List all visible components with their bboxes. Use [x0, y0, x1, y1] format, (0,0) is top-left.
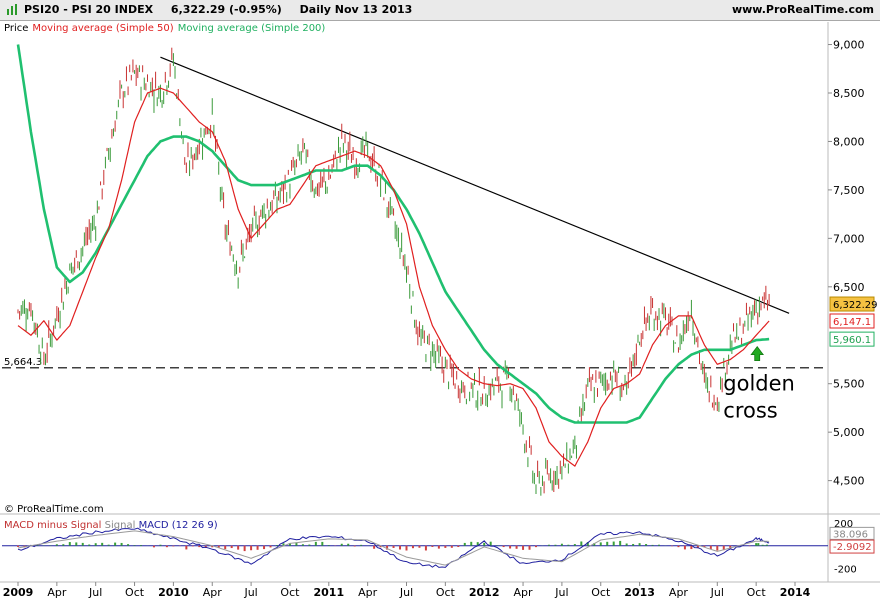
legend-price: Price [4, 23, 29, 34]
x-tick-label: Oct [280, 586, 300, 599]
macd-badge-hist-label: -2.9092 [833, 542, 872, 553]
value-badge-label-1: 6,322.29 [833, 300, 878, 311]
value-badge-3 [829, 331, 875, 347]
annotation-1: golden [723, 371, 795, 395]
chart-header: PSI20 - PSI 20 INDEX 6,322.29 (-0.95%) D… [0, 0, 880, 21]
y-tick-label: 5,000 [833, 426, 865, 439]
value-badge-label-3: 5,960.1 [833, 335, 871, 346]
symbol-label: PSI20 - PSI 20 INDEX [24, 3, 154, 16]
x-tick-label: Oct [125, 586, 145, 599]
x-tick-label: 2014 [780, 586, 811, 599]
x-tick-label: 2011 [313, 586, 344, 599]
x-tick-label: Apr [669, 586, 689, 599]
x-tick-label: Jul [88, 586, 102, 599]
x-tick-label: Oct [747, 586, 767, 599]
chart-legend: Price Moving average (Simple 50) Moving av… [4, 23, 329, 34]
macd-legend: MACD minus Signal Signal MACD (12 26 9) [4, 520, 218, 531]
macd-badge-signal [829, 526, 875, 540]
arrow-up-icon [750, 345, 764, 362]
macd-badge-signal-label: 38.096 [833, 529, 868, 540]
ma200-line [16, 44, 770, 424]
x-tick-label: Jul [710, 586, 724, 599]
y-tick-label: 8,500 [833, 87, 865, 100]
x-tick-label: 2010 [158, 586, 189, 599]
x-tick-label: Jul [399, 586, 413, 599]
quote-label: 6,322.29 (-0.95%) [170, 3, 282, 16]
site-label: www.ProRealTime.com [731, 3, 874, 16]
x-tick-label: Apr [47, 586, 67, 599]
y-tick-label: 9,000 [833, 39, 865, 52]
x-tick-label: Apr [203, 586, 223, 599]
x-tick-label: Jul [243, 586, 257, 599]
x-tick-label: Jul [554, 586, 568, 599]
credit-label: © ProRealTime.com [4, 504, 104, 515]
x-tick-label: 2013 [624, 586, 655, 599]
macd-badge-hist [829, 539, 875, 554]
y-tick-label: 8,000 [833, 135, 865, 148]
period-label: Daily Nov 13 2013 [299, 3, 413, 16]
signal-line [17, 530, 770, 566]
value-badge-label-2: 6,147.1 [833, 317, 871, 328]
x-tick-label: Apr [358, 586, 378, 599]
legend-ma50: Moving average (Simple 50) [32, 23, 174, 34]
y-tick-label: 4,500 [833, 475, 865, 488]
x-tick-label: 2012 [469, 586, 500, 599]
y-tick-label: 7,500 [833, 184, 865, 197]
x-tick-label: 2009 [3, 586, 34, 599]
y-tick-label: 6,500 [833, 281, 865, 294]
macd-legend-signal: Signal [104, 520, 136, 531]
y-tick-label: 7,000 [833, 232, 865, 245]
value-badge-2 [829, 313, 875, 329]
macd-legend-hist: MACD minus Signal [4, 520, 102, 531]
value-badge-1 [829, 296, 875, 312]
y-tick-label: 5,500 [833, 378, 865, 391]
x-tick-label: Apr [514, 586, 534, 599]
legend-ma200: Moving average (Simple 200) [177, 23, 326, 34]
x-tick-label: Oct [436, 586, 456, 599]
ma50-line [17, 87, 770, 467]
x-tick-label: Oct [591, 586, 611, 599]
trend-line [160, 56, 790, 314]
chart-title: PSI20 - PSI 20 INDEX 6,322.29 (-0.95%) D… [24, 3, 426, 16]
support-line-label: 5,664.3 [4, 357, 42, 368]
macd-legend-macd: MACD (12 26 9) [138, 520, 218, 531]
macd-y-tick-label: 200 [834, 519, 853, 530]
chart-logo-icon [7, 4, 17, 15]
annotation-2: cross [723, 399, 777, 423]
macd-y-tick-label: -200 [834, 565, 857, 576]
